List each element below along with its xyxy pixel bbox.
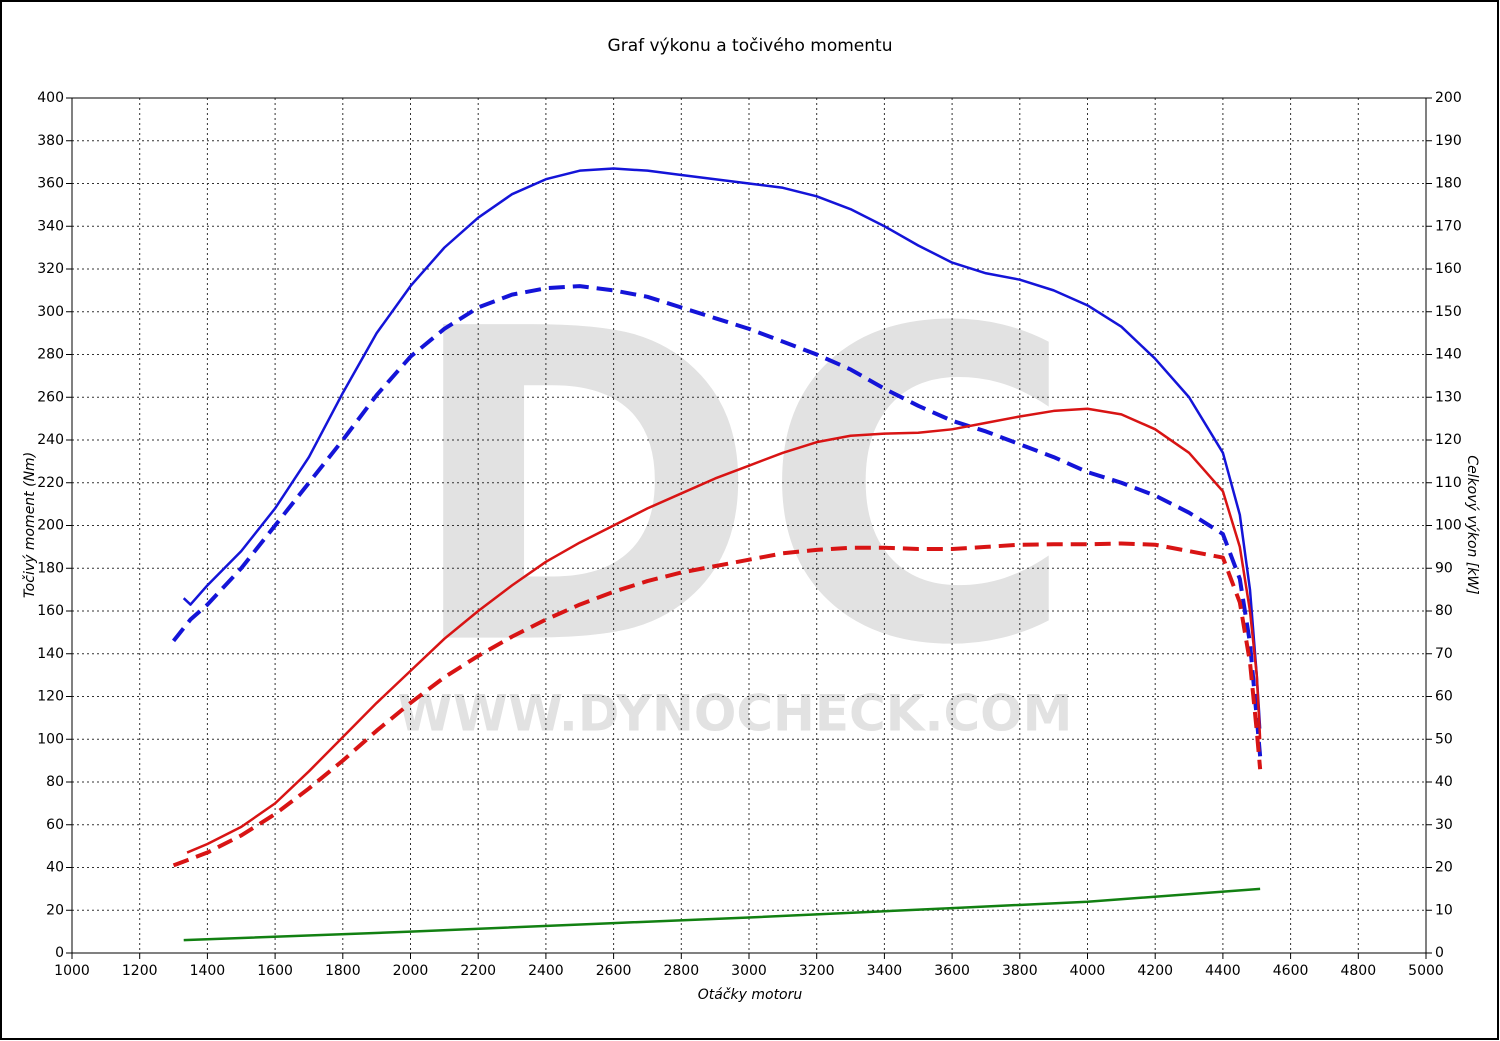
x-tick-label: 3200: [799, 963, 835, 979]
y-tick-label: 220: [37, 475, 64, 491]
watermark: DC: [404, 240, 1077, 740]
x-tick-label: 1800: [325, 963, 361, 979]
y-tick-label: 340: [37, 218, 64, 234]
x-tick-label: 1200: [122, 963, 158, 979]
y2-tick-label: 30: [1435, 817, 1453, 833]
x-tick-label: 4400: [1205, 963, 1241, 979]
y2-tick-label: 80: [1435, 603, 1453, 619]
x-tick-label: 2000: [393, 963, 429, 979]
y-tick-label: 20: [46, 902, 64, 918]
y2-tick-label: 70: [1435, 646, 1453, 662]
x-tick-label: 4200: [1137, 963, 1173, 979]
x-tick-label: 4000: [1070, 963, 1106, 979]
y2-tick-label: 60: [1435, 689, 1453, 705]
y2-tick-label: 160: [1435, 261, 1462, 277]
y-tick-label: 140: [37, 646, 64, 662]
series-line: [183, 887, 1261, 942]
x-axis-label: Otáčky motoru: [698, 987, 803, 1003]
x-tick-label: 3400: [867, 963, 903, 979]
y2-tick-label: 90: [1435, 560, 1453, 576]
x-tick-label: 3000: [731, 963, 767, 979]
y-tick-label: 160: [37, 603, 64, 619]
y2-tick-label: 100: [1435, 518, 1462, 534]
watermark-url: WWW.DYNOCHECK.COM: [398, 685, 1073, 743]
x-tick-label: 5000: [1408, 963, 1444, 979]
plot-border: [71, 97, 1427, 954]
y-axis-label: Točivý moment (Nm): [22, 452, 38, 598]
y-tick-label: 120: [37, 689, 64, 705]
series-line: [171, 284, 1263, 757]
x-tick-label: 2400: [528, 963, 564, 979]
y2-tick-label: 180: [1435, 176, 1462, 192]
y2-tick-label: 140: [1435, 347, 1462, 363]
y2-axis-label: Celkový výkon [kW]: [1464, 455, 1480, 594]
x-tick-label: 2600: [596, 963, 632, 979]
x-tick-label: 1600: [257, 963, 293, 979]
y-tick-label: 180: [37, 560, 64, 576]
y2-tick-label: 190: [1435, 133, 1462, 149]
x-tick-label: 1000: [54, 963, 90, 979]
y2-tick-label: 120: [1435, 432, 1462, 448]
y-tick-label: 100: [37, 731, 64, 747]
x-tick-label: 4800: [1340, 963, 1376, 979]
y-tick-label: 60: [46, 817, 64, 833]
y-tick-label: 260: [37, 389, 64, 405]
y2-tick-label: 200: [1435, 90, 1462, 106]
series-line: [182, 167, 1262, 729]
y-tick-label: 200: [37, 518, 64, 534]
series-line: [186, 407, 1262, 854]
x-tick-label: 1400: [190, 963, 226, 979]
y2-tick-label: 10: [1435, 902, 1453, 918]
y-tick-label: 40: [46, 860, 64, 876]
y-tick-label: 240: [37, 432, 64, 448]
x-tick-label: 2800: [663, 963, 699, 979]
y-tick-label: 0: [55, 945, 64, 961]
x-tick-label: 2200: [460, 963, 496, 979]
y-tick-label: 320: [37, 261, 64, 277]
x-tick-label: 3800: [1002, 963, 1038, 979]
y2-tick-label: 50: [1435, 731, 1453, 747]
y-tick-label: 300: [37, 304, 64, 320]
y2-tick-label: 150: [1435, 304, 1462, 320]
y2-tick-label: 110: [1435, 475, 1462, 491]
y2-tick-label: 130: [1435, 389, 1462, 405]
y2-tick-label: 20: [1435, 860, 1453, 876]
y2-tick-label: 40: [1435, 774, 1453, 790]
series-line: [172, 541, 1263, 868]
y-tick-label: 280: [37, 347, 64, 363]
y-tick-label: 80: [46, 774, 64, 790]
y-tick-label: 360: [37, 176, 64, 192]
chart-title: Graf výkonu a točivého momentu: [608, 36, 893, 56]
x-tick-label: 3600: [934, 963, 970, 979]
y-tick-label: 400: [37, 90, 64, 106]
y2-tick-label: 170: [1435, 218, 1462, 234]
x-tick-label: 4600: [1273, 963, 1309, 979]
y-tick-label: 380: [37, 133, 64, 149]
y2-tick-label: 0: [1435, 945, 1444, 961]
